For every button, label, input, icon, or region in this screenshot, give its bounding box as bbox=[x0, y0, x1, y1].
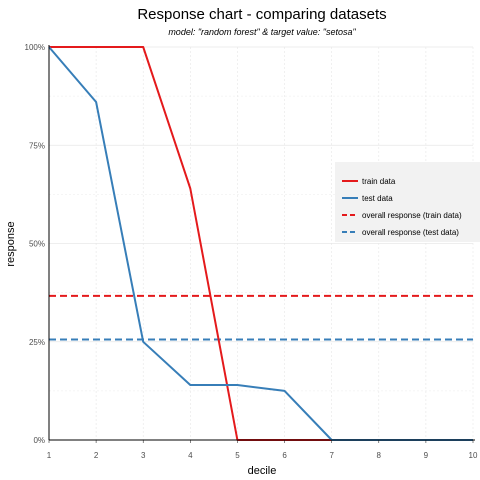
y-tick-label: 0% bbox=[33, 436, 45, 445]
y-tick-label: 25% bbox=[29, 338, 45, 347]
chart-title: Response chart - comparing datasets bbox=[137, 6, 386, 23]
x-tick-label: 10 bbox=[469, 451, 478, 460]
legend-background bbox=[335, 162, 480, 242]
x-tick-label: 8 bbox=[377, 451, 382, 460]
x-tick-label: 6 bbox=[282, 451, 287, 460]
x-tick-label: 3 bbox=[141, 451, 146, 460]
y-axis-title: response bbox=[5, 221, 17, 266]
axis-layer bbox=[48, 45, 475, 443]
x-tick-label: 2 bbox=[94, 451, 99, 460]
chart-subtitle: model: "random forest" & target value: "… bbox=[168, 27, 356, 37]
y-tick-label: 75% bbox=[29, 141, 45, 150]
legend-label: overall response (train data) bbox=[362, 211, 462, 220]
legend: train data test data overall response (tra… bbox=[335, 162, 480, 242]
x-tick-label: 9 bbox=[424, 451, 429, 460]
y-tick-label: 100% bbox=[25, 43, 45, 52]
tick-layer: 0% 25% 50% 75% 100% 1 2 3 4 5 6 7 8 9 10 bbox=[25, 43, 478, 460]
x-axis-title: decile bbox=[248, 465, 277, 477]
x-tick-label: 4 bbox=[188, 451, 193, 460]
grid-layer bbox=[48, 46, 474, 441]
legend-label: train data bbox=[362, 177, 396, 186]
x-tick-label: 5 bbox=[235, 451, 240, 460]
legend-label: test data bbox=[362, 194, 393, 203]
x-tick-label: 1 bbox=[47, 451, 52, 460]
y-tick-label: 50% bbox=[29, 240, 45, 249]
legend-label: overall response (test data) bbox=[362, 228, 459, 237]
x-tick-label: 7 bbox=[329, 451, 334, 460]
